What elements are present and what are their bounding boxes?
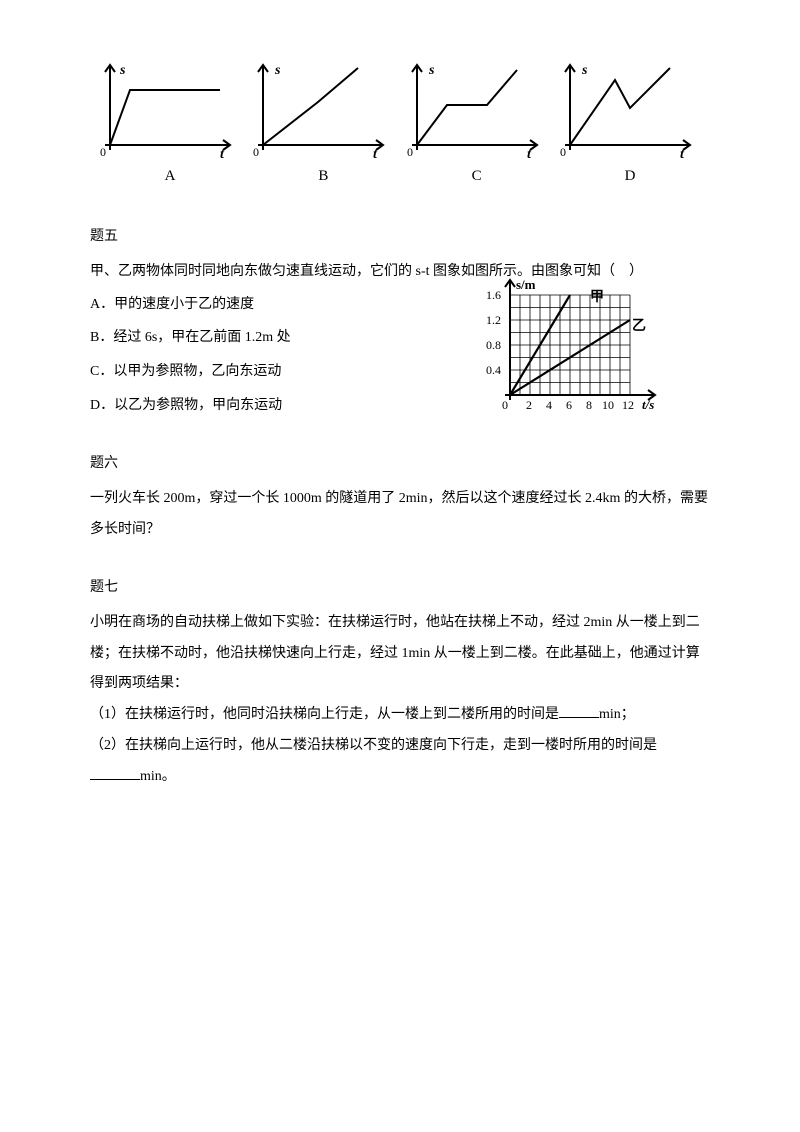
chart-c: s t 0 bbox=[407, 60, 547, 160]
svg-text:s: s bbox=[274, 63, 281, 78]
q7-p2: （1）在扶梯运行时，他同时沿扶梯向上行走，从一楼上到二楼所用的时间是 min； bbox=[90, 700, 710, 731]
svg-text:12: 12 bbox=[622, 398, 634, 412]
question-5: 题五 甲、乙两物体同时同地向东做匀速直线运动，它们的 s-t 图象如图所示。由图… bbox=[90, 225, 710, 422]
svg-text:s: s bbox=[119, 63, 126, 78]
chart-label-a: A bbox=[100, 168, 240, 185]
q7-p2a: （1）在扶梯运行时，他同时沿扶梯向上行走，从一楼上到二楼所用的时间是 bbox=[90, 707, 559, 722]
svg-text:甲: 甲 bbox=[590, 289, 604, 305]
svg-text:s: s bbox=[581, 63, 588, 78]
svg-text:4: 4 bbox=[546, 398, 552, 412]
chart-b: s t 0 bbox=[253, 60, 393, 160]
chart-d: s t 0 bbox=[560, 60, 700, 160]
svg-text:6: 6 bbox=[566, 398, 572, 412]
svg-text:2: 2 bbox=[526, 398, 532, 412]
blank-1 bbox=[559, 703, 599, 718]
chart-a: s t 0 bbox=[100, 60, 240, 160]
svg-text:0: 0 bbox=[253, 145, 259, 159]
blank-2 bbox=[90, 765, 140, 780]
svg-text:0: 0 bbox=[560, 145, 566, 159]
chart-label-b: B bbox=[253, 168, 393, 185]
svg-text:1.6: 1.6 bbox=[486, 288, 501, 302]
svg-text:0: 0 bbox=[100, 145, 106, 159]
q7-p4: min。 bbox=[90, 762, 710, 793]
svg-text:0: 0 bbox=[502, 398, 508, 412]
chart-options-row: s t 0 s t 0 s bbox=[90, 60, 710, 160]
svg-text:1.2: 1.2 bbox=[486, 313, 501, 327]
q7-p4-text: min。 bbox=[140, 769, 176, 784]
svg-text:乙: 乙 bbox=[632, 318, 646, 334]
q7-p3: （2）在扶梯向上运行时，他从二楼沿扶梯以不变的速度向下行走，走到一楼时所用的时间… bbox=[90, 731, 710, 762]
q7-p1: 小明在商场的自动扶梯上做如下实验：在扶梯运行时，他站在扶梯上不动，经过 2min… bbox=[90, 608, 710, 700]
q7-p2b: min； bbox=[599, 707, 635, 722]
chart-labels-row: A B C D bbox=[90, 168, 710, 185]
q5-graph: 0.4 0.8 1.2 1.6 2 4 6 8 10 12 0 s/m t/s … bbox=[470, 275, 670, 425]
q5-title: 题五 bbox=[90, 225, 710, 245]
svg-text:0.8: 0.8 bbox=[486, 338, 501, 352]
svg-text:s: s bbox=[428, 63, 435, 78]
svg-text:0: 0 bbox=[407, 145, 413, 159]
q6-title: 题六 bbox=[90, 452, 710, 472]
q7-title: 题七 bbox=[90, 576, 710, 596]
svg-text:8: 8 bbox=[586, 398, 592, 412]
svg-text:s/m: s/m bbox=[516, 277, 536, 292]
svg-text:0.4: 0.4 bbox=[486, 363, 501, 377]
chart-label-c: C bbox=[407, 168, 547, 185]
svg-text:t/s: t/s bbox=[642, 397, 654, 412]
svg-text:10: 10 bbox=[602, 398, 614, 412]
q6-text: 一列火车长 200m，穿过一个长 1000m 的隧道用了 2min，然后以这个速… bbox=[90, 484, 710, 546]
chart-label-d: D bbox=[560, 168, 700, 185]
